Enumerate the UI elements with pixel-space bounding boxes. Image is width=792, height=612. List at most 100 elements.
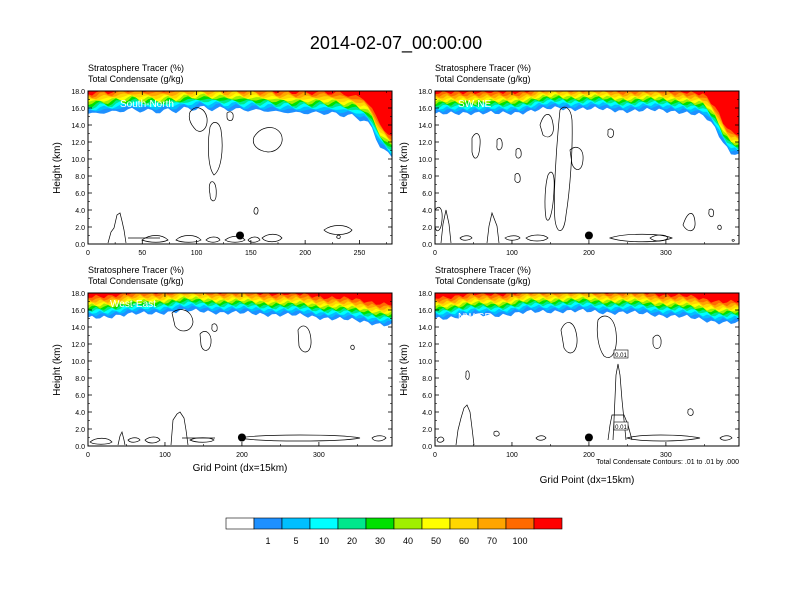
colorbar-label: 5 [293, 536, 298, 546]
tracer-band [88, 293, 392, 306]
panel-sw-ne: Stratosphere Tracer (%) Total Condensate… [399, 63, 740, 257]
tracer-band [88, 91, 392, 136]
x-tick-label: 200 [583, 250, 595, 257]
x-tick-label: 0 [433, 250, 437, 257]
panel-title-tracer: Stratosphere Tracer (%) [435, 63, 531, 73]
y-tick-label: 6.0 [75, 191, 85, 198]
y-tick-label: 12.0 [71, 342, 85, 349]
condensate-contour [239, 434, 361, 442]
colorbar-label: 60 [459, 536, 469, 546]
y-tick-label: 0.0 [422, 444, 432, 451]
condensate-contours [107, 107, 353, 244]
tracer-field [435, 293, 739, 325]
x-tick-label: 200 [583, 452, 595, 459]
x-axis: 0 100 200 300 [433, 91, 705, 257]
y-tick-label: 2.0 [75, 427, 85, 434]
colorbar-label: 1 [265, 536, 270, 546]
condensate-contour [440, 209, 452, 244]
panel-title-condensate: Total Condensate (g/kg) [435, 276, 531, 286]
x-tick-label: 100 [506, 452, 518, 459]
tracer-band [88, 91, 392, 151]
condensate-contour [496, 138, 503, 151]
y-axis: 0.0 2.0 4.0 6.0 8.0 10.0 12.0 14.0 16.0 18.0 [71, 89, 392, 249]
x-tick-label: 300 [313, 452, 325, 459]
panel-title-tracer: Stratosphere Tracer (%) [88, 265, 184, 275]
condensate-contour [175, 235, 202, 243]
panel-nw-se: Stratosphere Tracer (%) Total Condensate… [399, 265, 740, 486]
y-axis: 0.0 2.0 4.0 6.0 8.0 10.0 12.0 14.0 16.0 18.0 [71, 291, 392, 451]
condensate-contour [199, 331, 212, 351]
main-title: 2014-02-07_00:00:00 [310, 33, 482, 54]
colorbar-label: 70 [487, 536, 497, 546]
y-tick-label: 6.0 [422, 191, 432, 198]
colorbar-label: 40 [403, 536, 413, 546]
x-axis: 0 50 100 150 200 250 [86, 91, 387, 257]
y-tick-label: 4.0 [422, 208, 432, 215]
condensate-contour [486, 211, 500, 244]
contour-label-box [613, 421, 629, 431]
y-tick-label: 8.0 [75, 174, 85, 181]
condensate-contour [205, 236, 221, 243]
y-tick-label: 4.0 [422, 410, 432, 417]
condensate-contour [226, 111, 234, 121]
condensate-contour [297, 325, 312, 353]
x-axis: 0 100 200 300 [433, 293, 705, 459]
condensate-contour [544, 171, 555, 221]
condensate-contour [261, 233, 283, 243]
condensate-contour [208, 181, 217, 202]
y-tick-label: 2.0 [422, 225, 432, 232]
colorbar: 1 5 10 20 30 40 50 60 70 100 [225, 517, 563, 546]
y-tick-label: 16.0 [71, 308, 85, 315]
y-tick-label: 4.0 [75, 410, 85, 417]
panel-title-tracer: Stratosphere Tracer (%) [435, 265, 531, 275]
x-tick-label: 50 [138, 250, 146, 257]
x-tick-label: 0 [86, 250, 90, 257]
y-tick-label: 10.0 [71, 157, 85, 164]
condensate-contour [455, 404, 475, 446]
y-tick-label: 0.0 [75, 242, 85, 249]
location-marker [237, 433, 246, 442]
condensate-contour [493, 430, 500, 437]
colorbar-swatch [421, 517, 451, 530]
x-tick-label: 0 [86, 452, 90, 459]
location-marker [236, 231, 244, 240]
transect-label: SW-NE [458, 99, 491, 110]
tracer-band [435, 293, 739, 307]
condensate-contour [717, 224, 722, 230]
condensate-contour [515, 148, 522, 159]
colorbar-label: 10 [319, 536, 329, 546]
colorbar-swatch [309, 517, 339, 530]
condensate-contour [514, 173, 521, 183]
y-tick-label: 10.0 [418, 157, 432, 164]
x-tick-label: 300 [660, 452, 672, 459]
condensate-contour [208, 122, 223, 176]
colorbar-swatch [365, 517, 395, 530]
panel-title-condensate: Total Condensate (g/kg) [88, 74, 184, 84]
condensate-contours [435, 106, 735, 244]
condensate-contour [535, 435, 547, 441]
condensate-contour [608, 233, 673, 243]
contour-label: 0.01 [615, 353, 627, 359]
condensate-contour [189, 437, 215, 443]
y-tick-label: 2.0 [75, 225, 85, 232]
y-tick-label: 12.0 [418, 140, 432, 147]
y-tick-label: 18.0 [418, 89, 432, 96]
condensate-contour [607, 128, 614, 138]
condensate-contour [471, 133, 481, 159]
condensate-contour [560, 322, 578, 354]
tracer-field [435, 91, 739, 155]
condensate-contour [596, 315, 617, 358]
colorbar-swatch [253, 517, 283, 530]
y-axis: 0.0 2.0 4.0 6.0 8.0 10.0 12.0 14.0 16.0 18.0 [418, 89, 739, 249]
condensate-contour [731, 239, 735, 242]
x-axis: 0 100 200 300 [86, 293, 358, 459]
condensate-contour [569, 146, 584, 170]
condensate-contour [612, 363, 627, 441]
condensate-contour [436, 436, 445, 443]
y-tick-label: 6.0 [422, 393, 432, 400]
location-marker [584, 231, 593, 240]
condensate-contour [211, 323, 218, 332]
colorbar-swatch [393, 517, 423, 530]
y-tick-label: 2.0 [422, 427, 432, 434]
